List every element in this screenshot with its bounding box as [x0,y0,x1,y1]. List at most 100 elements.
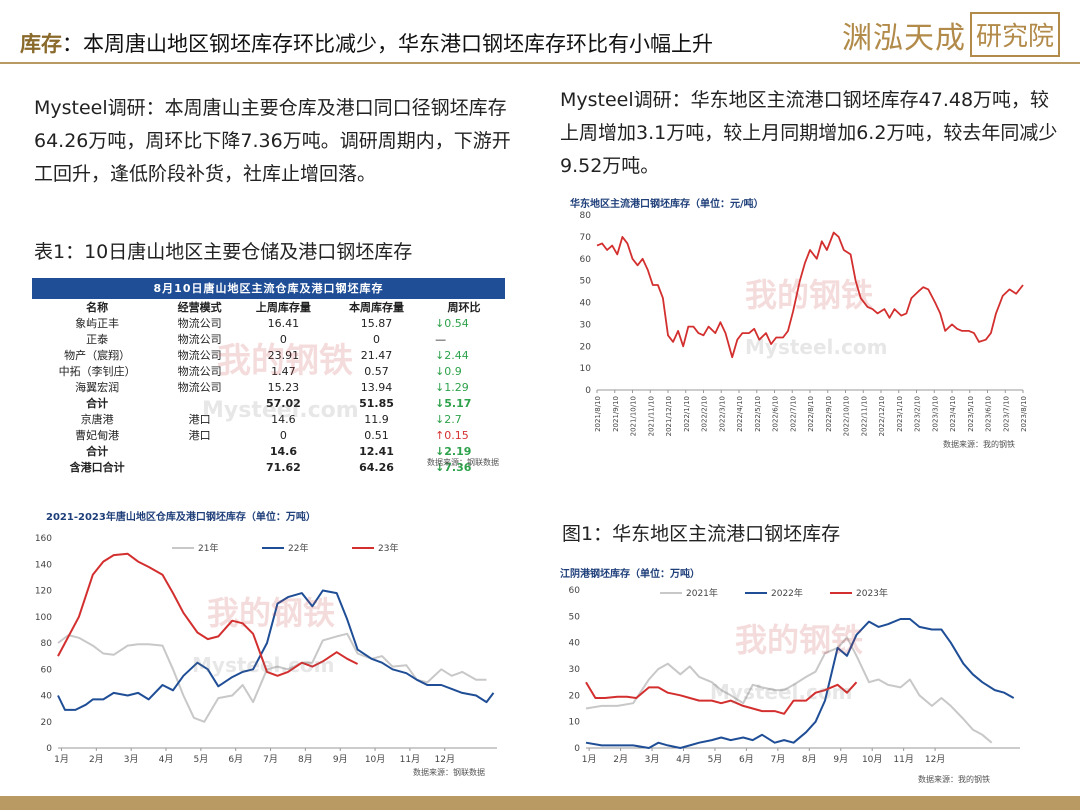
cell-mode: 港口 [188,413,211,426]
x-tick-label: 10月 [365,754,385,765]
page-title: 库存：本周唐山地区钢坯库存环比减少，华东港口钢坯库存环比有小幅上升 [20,28,713,58]
x-tick-label: 2023/4/10 [949,396,957,432]
cell-chg: ↓0.9 [423,363,505,379]
y-tick-label: 20 [569,691,581,701]
cell-mode: 港口 [188,429,211,442]
x-tick-label: 2023/2/10 [914,396,922,432]
tangshan-chart-svg: 0 20 40 60 80 100 120 140 160 1月 2月 3月 4月 5月 6月 7月 8月 9月 1… [35,534,497,765]
legend-label: 2021年 [686,587,718,599]
x-tick-label: 2023/8/10 [1020,396,1028,432]
cell-curr: 15.87 [360,316,393,330]
cell-prev: 71.62 [266,460,301,474]
right-summary-paragraph: Mysteel调研：华东地区主流港口钢坯库存47.48万吨，较上周增加3.1万吨… [560,89,1058,177]
y-tick-label: 30 [569,665,581,675]
price-chart-title: 华东地区主流港口钢坯库存（单位：元/吨） [570,199,764,210]
x-tick-label: 5月 [708,754,723,765]
col-header-name: 名称 [86,301,109,314]
x-tick-label: 12月 [925,754,945,765]
col-header-curr: 本周库存量 [349,301,404,314]
figure-caption: 图1：华东地区主流港口钢坯库存 [562,523,841,545]
series-line [596,231,1024,359]
jiangyin-chart-title: 江阴港钢坯库存（单位：万吨） [560,569,700,580]
cell-chg: ↓2.7 [423,411,505,427]
cell-chg: ↓2.44 [423,347,505,363]
x-tick-label: 11月 [893,754,913,765]
brand-logo: 渊泓天成 研究院 [842,12,1060,57]
cell-mode [162,459,236,475]
cell-mode: 物流公司 [177,317,222,330]
x-tick-label: 2022/8/10 [807,396,815,432]
cell-curr: 12.41 [359,444,394,458]
x-tick-label: 3月 [124,754,139,765]
cell-chg-value: 2.19 [444,444,472,458]
cell-name: 海翼宏润 [75,381,120,394]
header-divider [0,62,1080,64]
y-tick-label: 100 [35,613,52,623]
y-tick-label: 120 [35,587,52,597]
jiangyin-chart: 江阴港钢坯库存（单位：万吨） 0 10 20 30 40 50 60 1月 2月 3月 4月 5月 6月… [560,565,1030,785]
price-chart-source: 数据来源：我的钢铁 [943,440,1015,449]
series-line [57,632,487,723]
page-header: 库存：本周唐山地区钢坯库存环比减少，华东港口钢坯库存环比有小幅上升 渊泓天成 研… [0,0,1080,64]
y-tick-label: 20 [41,718,53,728]
arrow-down-icon: ↓ [435,444,445,458]
legend-label: 2023年 [856,587,888,599]
y-tick-label: 50 [569,612,581,622]
cell-curr: 21.47 [360,348,393,362]
col-header-prev: 上周库存量 [255,301,311,314]
left-summary-paragraph: Mysteel调研：本周唐山主要仓库及港口同口径钢坯库存64.26万吨，周环比下… [34,97,511,185]
arrow-down-icon: ↓ [435,412,445,426]
x-tick-label: 2022/12/10 [878,396,886,436]
x-tick-label: 6月 [739,754,754,765]
x-tick-label: 4月 [676,754,691,765]
series-line [585,618,1015,749]
cell-curr: 11.9 [364,412,389,426]
cell-prev: 0 [279,428,287,442]
x-tick-label: 2022/10/10 [843,396,851,436]
x-tick-label: 5月 [193,754,208,765]
x-tick-label: 4月 [159,754,174,765]
cell-prev: 15.23 [267,380,300,394]
cell-chg-value: 1.29 [444,380,469,394]
y-tick-label: 60 [569,586,581,596]
col-header-chg: 周环比 [447,301,481,314]
x-tick-label: 2023/1/10 [896,396,904,432]
arrow-down-icon: ↓ [435,460,445,474]
arrow-down-icon: ↓ [435,316,445,330]
y-tick-label: 60 [580,255,592,265]
x-tick-label: 2022/11/10 [860,396,868,436]
y-tick-label: 70 [580,233,592,243]
cell-prev: 14.6 [269,444,297,458]
cell-chg: ↓0.54 [423,315,505,331]
x-tick-label: 2022/2/10 [701,396,709,432]
x-tick-label: 2021/12/10 [665,396,673,436]
cell-chg-value: 7.36 [444,460,472,474]
x-tick-label: 7月 [263,754,278,765]
arrow-down-icon: ↓ [435,364,445,378]
x-tick-label: 12月 [435,754,455,765]
cell-name: 合计 [86,445,109,458]
arrow-down-icon: ↓ [435,348,445,362]
x-tick-label: 2023/3/10 [931,396,939,432]
table-header-row: 名称 经营模式 上周库存量 本周库存量 周环比 [32,299,505,315]
y-tick-label: 50 [580,277,592,287]
legend-label: 23年 [378,542,398,554]
x-tick-label: 2月 [613,754,628,765]
cell-chg-value: 5.17 [444,396,472,410]
y-tick-label: 40 [569,639,581,649]
x-tick-label: 2023/7/10 [1002,396,1010,432]
cell-chg: ↑0.15 [423,427,505,443]
y-tick-label: 20 [580,342,592,352]
tangshan-chart: 2021-2023年唐山地区仓库及港口钢坯库存（单位：万吨） 0 20 40 60 80… [32,508,507,778]
x-tick-label: 2022/9/10 [825,396,833,432]
y-tick-label: 140 [35,560,52,570]
inventory-table: 8月10日唐山地区主流仓库及港口钢坯库存 名称 经营模式 上周库存量 本周库存量… [32,278,505,474]
table-row: 正泰 物流公司 0 0 — [32,331,505,347]
col-header-mode: 经营模式 [177,301,222,314]
x-tick-label: 2022/5/10 [754,396,762,432]
cell-chg-value: 2.7 [444,412,462,426]
table-row: 含港口合计 71.62 64.26 ↓7.36 [32,459,505,475]
series-line [585,636,993,744]
tangshan-chart-source: 数据来源：钢联数据 [413,768,485,777]
arrow-up-icon: ↑ [435,428,445,442]
